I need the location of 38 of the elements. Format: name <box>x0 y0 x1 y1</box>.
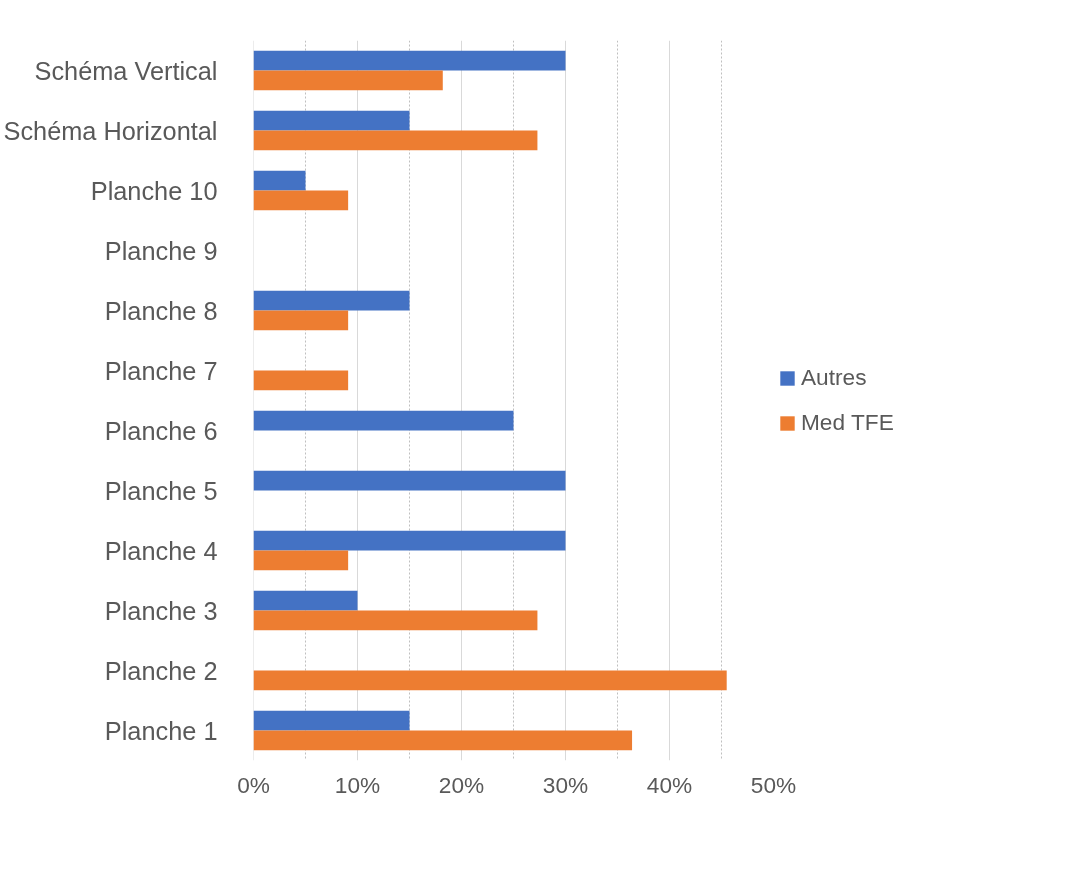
bar <box>253 170 306 191</box>
bar <box>253 130 538 151</box>
y-tick-label: Planche 10 <box>90 176 218 205</box>
y-tick-label: Planche 9 <box>104 236 218 265</box>
x-tick-label: 10% <box>334 771 381 798</box>
bar <box>253 310 349 331</box>
bar <box>253 550 349 571</box>
bar <box>253 670 727 691</box>
bar <box>253 610 538 631</box>
legend-label: Autres <box>801 364 867 391</box>
bar <box>253 410 514 431</box>
y-tick-label: Schéma Vertical <box>34 56 218 85</box>
bar <box>253 730 633 751</box>
y-tick-label: Schéma Horizontal <box>3 116 218 145</box>
legend-label: Med TFE <box>801 409 894 436</box>
x-tick-label: 30% <box>542 771 589 798</box>
bar <box>253 70 443 91</box>
y-tick-label: Planche 7 <box>104 356 218 385</box>
y-tick-label: Planche 2 <box>104 656 218 685</box>
y-tick-label: Planche 6 <box>104 416 218 445</box>
x-tick-label: 50% <box>750 771 797 798</box>
x-tick-label: 0% <box>237 771 270 798</box>
x-tick-label: 20% <box>438 771 485 798</box>
y-tick-label: Planche 3 <box>104 596 218 625</box>
bar <box>253 50 566 71</box>
bar <box>253 590 358 611</box>
bar <box>253 710 410 731</box>
bar <box>253 190 349 211</box>
bar <box>253 470 566 491</box>
y-tick-label: Planche 1 <box>104 716 218 745</box>
y-tick-label: Planche 8 <box>104 296 218 325</box>
bar <box>253 290 410 311</box>
bar <box>253 530 566 551</box>
y-tick-label: Planche 4 <box>104 536 218 565</box>
x-tick-label: 40% <box>646 771 693 798</box>
bar <box>253 110 410 131</box>
y-tick-label: Planche 5 <box>104 476 218 505</box>
bar <box>253 370 349 391</box>
